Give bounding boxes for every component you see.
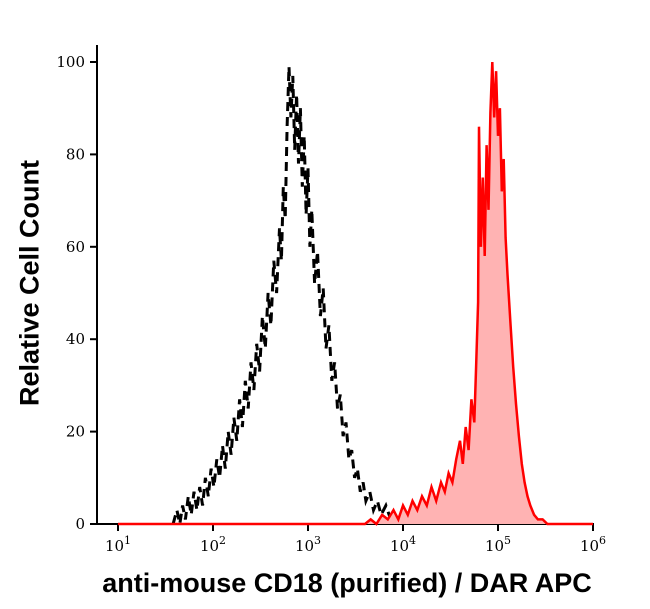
x-tick-label: 104 (390, 534, 416, 555)
x-tick-label: 106 (580, 534, 606, 555)
y-tick-label: 20 (66, 423, 85, 441)
y-axis-ticks: 0 20 40 60 80 100 (56, 53, 97, 533)
series-1-fill (118, 62, 593, 524)
x-axis-title: anti-mouse CD18 (purified) / DAR APC (102, 568, 592, 598)
y-tick-label: 100 (56, 53, 85, 71)
y-tick-label: 60 (66, 238, 85, 256)
x-tick-label: 101 (105, 534, 131, 555)
x-tick-label: 105 (485, 534, 511, 555)
x-axis-ticks: 101 102 103 104 105 106 (105, 524, 606, 555)
y-tick-label: 0 (75, 515, 85, 533)
y-axis-title: Relative Cell Count (14, 159, 45, 407)
series-1-line (118, 61, 593, 526)
x-tick-label: 103 (295, 534, 321, 555)
y-tick-label: 40 (66, 330, 85, 348)
y-tick-label: 80 (66, 145, 85, 163)
x-tick-label: 102 (200, 534, 226, 555)
series-0-line (171, 66, 402, 525)
